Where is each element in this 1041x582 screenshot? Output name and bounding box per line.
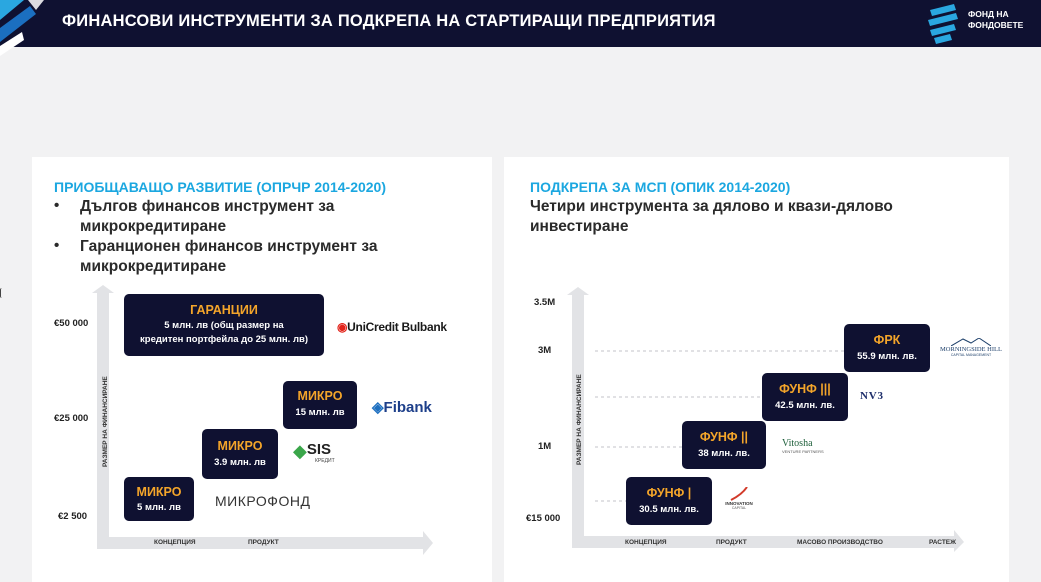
fibank-icon: ◈ bbox=[372, 399, 384, 416]
mountain-icon bbox=[951, 338, 991, 346]
swoosh-icon bbox=[730, 487, 748, 501]
vitosha-logo: Vitosha VENTURE PARTNERS bbox=[782, 438, 824, 454]
box-funf-2: ФУНФ || 38 млн. лв. bbox=[682, 421, 766, 469]
box-funf-3: ФУНФ ||| 42.5 млн. лв. bbox=[762, 373, 848, 421]
morningside-sub: CAPITAL MANAGEMENT bbox=[950, 353, 992, 357]
left-section-title: ПРИОБЩАВАЩО РАЗВИТИЕ (ОПРЧР 2014-2020) bbox=[54, 179, 386, 195]
left-y-label-2500: €2 500 bbox=[58, 511, 88, 522]
right-subtitle: Четири инструмента за дялово и квази-дял… bbox=[530, 197, 893, 237]
box-frk-title: ФРК bbox=[873, 333, 901, 347]
page-title: ФИНАНСОВИ ИНСТРУМЕНТИ ЗА ПОДКРЕПА НА СТА… bbox=[62, 12, 716, 30]
sis-sub-text: КРЕДИТ bbox=[315, 458, 335, 464]
bullet-1-line1: Дългов финансов инструмент за bbox=[80, 198, 335, 215]
right-subtitle-line1: Четири инструмента за дялово и квази-дял… bbox=[530, 198, 893, 215]
right-y-axis-title: РАЗМЕР НА ФИНАНСИРАНЕ bbox=[576, 374, 583, 465]
right-x-label-concept: КОНЦЕПЦИЯ bbox=[625, 539, 667, 546]
box-funf-3-title: ФУНФ ||| bbox=[779, 382, 831, 396]
right-y-label-15000: €15 000 bbox=[526, 513, 561, 524]
innovation-text: INNOVATION bbox=[725, 501, 753, 506]
bullet-item-1: Дългов финансов инструмент за микрокреди… bbox=[80, 197, 334, 237]
right-y-label-1m: 1M bbox=[538, 441, 552, 452]
logo-line1: ФОНД НА bbox=[968, 9, 1009, 19]
fibank-text: Fibank bbox=[383, 399, 432, 416]
box-guarantees-title: ГАРАНЦИИ bbox=[190, 303, 258, 317]
left-y-label-50000: €50 000 bbox=[54, 318, 89, 329]
right-x-label-product: ПРОДУКТ bbox=[716, 539, 747, 546]
box-guarantees: ГАРАНЦИИ 5 млн. лв (общ размер на кредит… bbox=[124, 294, 324, 356]
fibank-logo: ◈Fibank bbox=[372, 398, 432, 416]
morningside-logo: MORNINGSIDE HILL CAPITAL MANAGEMENT bbox=[940, 338, 1002, 357]
unicredit-icon: ◉ bbox=[337, 320, 348, 334]
right-x-label-mass: МАСОВО ПРОИЗВОДСТВО bbox=[797, 539, 883, 546]
right-x-label-growth: РАСТЕЖ bbox=[929, 539, 957, 546]
sis-text: SIS bbox=[306, 441, 332, 458]
box-funf-1-title: ФУНФ | bbox=[646, 486, 692, 500]
header-bar: ФИНАНСОВИ ИНСТРУМЕНТИ ЗА ПОДКРЕПА НА СТА… bbox=[0, 0, 1041, 56]
box-micro-5: МИКРО 5 млн. лв bbox=[124, 477, 194, 521]
box-micro-5-title: МИКРО bbox=[136, 485, 182, 499]
box-micro-3-9-amount: 3.9 млн. лв bbox=[214, 457, 266, 468]
bullet-dot: • bbox=[54, 237, 60, 254]
box-guarantees-line1: 5 млн. лв (общ размер на bbox=[164, 320, 284, 331]
box-frk-amount: 55.9 млн. лв. bbox=[857, 351, 917, 362]
bullet-dot: • bbox=[54, 197, 60, 214]
unicredit-logo: ◉UniCredit Bulbank bbox=[337, 320, 447, 334]
left-y-label-25000: €25 000 bbox=[54, 413, 89, 424]
box-micro-15-title: МИКРО bbox=[297, 389, 343, 403]
right-panel: ПОДКРЕПА ЗА МСП (ОПИК 2014-2020) Четири … bbox=[504, 157, 1009, 582]
box-funf-2-amount: 38 млн. лв. bbox=[698, 448, 750, 459]
right-y-label-3-5m: 3.5M bbox=[534, 297, 556, 308]
box-micro-3-9-title: МИКРО bbox=[217, 439, 263, 453]
left-panel: ПРИОБЩАВАЩО РАЗВИТИЕ (ОПРЧР 2014-2020) •… bbox=[32, 157, 492, 582]
left-axes bbox=[92, 285, 433, 555]
box-micro-15: МИКРО 15 млн. лв bbox=[283, 381, 357, 429]
box-frk: ФРК 55.9 млн. лв. bbox=[844, 324, 930, 372]
vitosha-sub: VENTURE PARTNERS bbox=[782, 449, 824, 454]
sis-logo: ◆SIS КРЕДИТ bbox=[293, 441, 335, 464]
vitosha-text: Vitosha bbox=[782, 438, 813, 449]
right-subtitle-line2: инвестиране bbox=[530, 218, 629, 235]
box-funf-2-title: ФУНФ || bbox=[699, 430, 749, 444]
unicredit-text: UniCredit Bulbank bbox=[347, 320, 447, 334]
bullet-2-line2: микрокредитиране bbox=[80, 258, 227, 275]
box-funf-1-amount: 30.5 млн. лв. bbox=[639, 504, 699, 515]
fund-logo-icon bbox=[928, 4, 958, 44]
box-micro-15-amount: 15 млн. лв bbox=[295, 407, 345, 418]
bullet-item-2: Гаранционен финансов инструмент за микро… bbox=[80, 237, 377, 277]
right-y-label-3m: 3M bbox=[538, 345, 552, 356]
right-section-title: ПОДКРЕПА ЗА МСП (ОПИК 2014-2020) bbox=[530, 179, 791, 195]
bullet-2-line1: Гаранционен финансов инструмент за bbox=[80, 238, 378, 255]
box-funf-3-amount: 42.5 млн. лв. bbox=[775, 400, 835, 411]
morningside-text: MORNINGSIDE HILL bbox=[940, 346, 1002, 353]
box-micro-5-amount: 5 млн. лв bbox=[137, 502, 181, 513]
logo-line2: ФОНДОВЕТЕ bbox=[968, 20, 1024, 30]
innovation-capital-logo: INNOVATION CAPITAL bbox=[722, 487, 756, 510]
right-axes bbox=[567, 287, 964, 552]
side-marker bbox=[0, 288, 4, 298]
box-guarantees-line2: кредитен портфейла до 25 млн. лв) bbox=[140, 334, 308, 345]
left-y-axis-title: РАЗМЕР НА ФИНАНСИРАНЕ bbox=[102, 376, 109, 467]
innovation-sub: CAPITAL bbox=[731, 506, 747, 510]
left-x-label-product: ПРОДУКТ bbox=[248, 539, 279, 546]
box-funf-1: ФУНФ | 30.5 млн. лв. bbox=[626, 477, 712, 525]
box-micro-3-9: МИКРО 3.9 млн. лв bbox=[202, 429, 278, 479]
mikrofond-logo: МИКРОФОНД bbox=[215, 493, 311, 509]
nv3-logo: NV3 bbox=[860, 390, 884, 402]
corner-decoration bbox=[0, 0, 44, 56]
left-x-label-concept: КОНЦЕПЦИЯ bbox=[154, 539, 196, 546]
bullet-1-line2: микрокредитиране bbox=[80, 218, 227, 235]
fund-logo-text: ФОНД НА ФОНДОВЕТЕ bbox=[968, 9, 1023, 31]
sis-icon: ◆ bbox=[293, 441, 307, 461]
